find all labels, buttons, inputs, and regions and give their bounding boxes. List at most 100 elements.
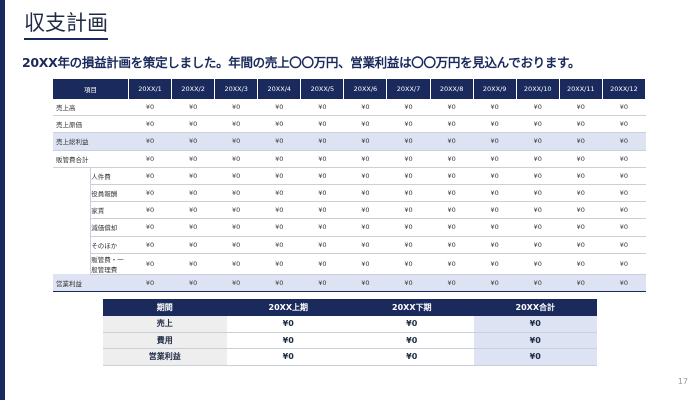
value-cell: ¥0 <box>430 201 474 220</box>
value-cell: ¥0 <box>300 99 344 117</box>
value-cell: ¥0 <box>430 150 474 168</box>
value-cell: ¥0 <box>128 253 172 275</box>
value-cell: ¥0 <box>257 201 301 220</box>
row-label: 販管費・一般管理費 <box>90 253 129 275</box>
summary-header-cell: 期間 <box>103 299 227 316</box>
value-cell: ¥0 <box>214 115 258 134</box>
summary-header-cell: 20XX下期 <box>350 299 474 316</box>
value-cell: ¥0 <box>473 184 517 203</box>
value-cell: ¥0 <box>343 132 387 151</box>
summary-value-cell: ¥0 <box>350 316 474 333</box>
value-cell: ¥0 <box>300 132 344 151</box>
table-row: 販管費・一般管理費 ¥0 ¥0 ¥0 ¥0 ¥0 ¥0 ¥0 ¥0 ¥0 ¥0 ¥0 ¥0 <box>53 253 646 275</box>
page-subtitle: 20XX年の損益計画を策定しました。年間の売上〇〇万円、営業利益は〇〇万円を見込… <box>22 55 581 70</box>
value-cell: ¥0 <box>300 115 344 134</box>
value-cell: ¥0 <box>300 167 344 185</box>
value-cell: ¥0 <box>430 253 474 275</box>
value-cell: ¥0 <box>602 99 646 117</box>
value-cell: ¥0 <box>473 99 517 117</box>
item-column-header: 項目 <box>53 79 129 99</box>
month-header: 20XX/9 <box>473 79 517 99</box>
month-header: 20XX/4 <box>257 79 302 99</box>
value-cell: ¥0 <box>128 115 172 134</box>
value-cell: ¥0 <box>559 115 603 134</box>
value-cell: ¥0 <box>559 150 603 168</box>
row-label: 家賃 <box>90 201 129 220</box>
value-cell: ¥0 <box>171 236 215 254</box>
value-cell: ¥0 <box>386 274 431 292</box>
month-header: 20XX/2 <box>171 79 216 99</box>
value-cell: ¥0 <box>559 218 603 237</box>
value-cell: ¥0 <box>516 99 560 117</box>
value-cell: ¥0 <box>473 150 517 168</box>
value-cell: ¥0 <box>516 274 560 292</box>
value-cell: ¥0 <box>343 236 387 254</box>
value-cell: ¥0 <box>343 218 387 237</box>
value-cell: ¥0 <box>171 201 215 220</box>
value-cell: ¥0 <box>171 150 215 168</box>
value-cell: ¥0 <box>559 99 603 117</box>
value-cell: ¥0 <box>257 218 301 237</box>
row-label: 人件費 <box>90 167 129 185</box>
value-cell: ¥0 <box>516 150 560 168</box>
value-cell: ¥0 <box>602 115 646 134</box>
summary-row: 費用 ¥0 ¥0 ¥0 <box>103 332 597 349</box>
table-row: 売上高 ¥0 ¥0 ¥0 ¥0 ¥0 ¥0 ¥0 ¥0 ¥0 ¥0 ¥0 ¥0 <box>53 99 646 117</box>
value-cell: ¥0 <box>386 132 431 151</box>
indent-spacer <box>53 202 91 219</box>
value-cell: ¥0 <box>257 236 301 254</box>
value-cell: ¥0 <box>128 236 172 254</box>
row-label: 役員報酬 <box>90 184 129 203</box>
summary-row: 営業利益 ¥0 ¥0 ¥0 <box>103 348 597 366</box>
value-cell: ¥0 <box>559 184 603 203</box>
value-cell: ¥0 <box>516 201 560 220</box>
value-cell: ¥0 <box>430 274 474 292</box>
value-cell: ¥0 <box>300 201 344 220</box>
indent-spacer <box>53 236 91 253</box>
value-cell: ¥0 <box>343 201 387 220</box>
value-cell: ¥0 <box>214 184 258 203</box>
month-header: 20XX/10 <box>516 79 560 99</box>
summary-row: 売上 ¥0 ¥0 ¥0 <box>103 316 597 333</box>
value-cell: ¥0 <box>257 253 301 275</box>
value-cell: ¥0 <box>516 218 560 237</box>
value-cell: ¥0 <box>171 99 215 117</box>
month-header: 20XX/5 <box>300 79 345 99</box>
value-cell: ¥0 <box>430 167 474 185</box>
row-label: そのほか <box>90 236 129 254</box>
value-cell: ¥0 <box>602 274 646 292</box>
row-label: 売上総利益 <box>53 132 129 151</box>
left-accent-bar <box>0 0 5 400</box>
summary-row-label: 営業利益 <box>103 348 227 366</box>
table-row: 販管費合計 ¥0 ¥0 ¥0 ¥0 ¥0 ¥0 ¥0 ¥0 ¥0 ¥0 ¥0 ¥0 <box>53 150 646 168</box>
value-cell: ¥0 <box>257 115 301 134</box>
value-cell: ¥0 <box>386 115 431 134</box>
value-cell: ¥0 <box>257 274 301 292</box>
value-cell: ¥0 <box>386 236 431 254</box>
value-cell: ¥0 <box>602 167 646 185</box>
value-cell: ¥0 <box>343 167 387 185</box>
value-cell: ¥0 <box>602 218 646 237</box>
value-cell: ¥0 <box>214 218 258 237</box>
value-cell: ¥0 <box>559 253 603 275</box>
value-cell: ¥0 <box>602 150 646 168</box>
value-cell: ¥0 <box>559 274 603 292</box>
value-cell: ¥0 <box>602 236 646 254</box>
month-header: 20XX/11 <box>559 79 603 99</box>
value-cell: ¥0 <box>300 184 344 203</box>
table-row: 売上原価 ¥0 ¥0 ¥0 ¥0 ¥0 ¥0 ¥0 ¥0 ¥0 ¥0 ¥0 ¥0 <box>53 115 646 134</box>
value-cell: ¥0 <box>430 115 474 134</box>
value-cell: ¥0 <box>128 274 172 292</box>
value-cell: ¥0 <box>300 218 344 237</box>
table-row: 家賃 ¥0 ¥0 ¥0 ¥0 ¥0 ¥0 ¥0 ¥0 ¥0 ¥0 ¥0 ¥0 <box>53 201 646 220</box>
value-cell: ¥0 <box>473 218 517 237</box>
value-cell: ¥0 <box>602 184 646 203</box>
summary-value-cell: ¥0 <box>350 348 474 366</box>
value-cell: ¥0 <box>386 201 431 220</box>
monthly-pl-table: 項目 20XX/1 20XX/2 20XX/3 20XX/4 20XX/5 20XX/6 2… <box>53 79 647 292</box>
value-cell: ¥0 <box>214 99 258 117</box>
value-cell: ¥0 <box>516 115 560 134</box>
table-row: 減価償却 ¥0 ¥0 ¥0 ¥0 ¥0 ¥0 ¥0 ¥0 ¥0 ¥0 ¥0 ¥0 <box>53 218 646 237</box>
value-cell: ¥0 <box>516 236 560 254</box>
value-cell: ¥0 <box>171 184 215 203</box>
